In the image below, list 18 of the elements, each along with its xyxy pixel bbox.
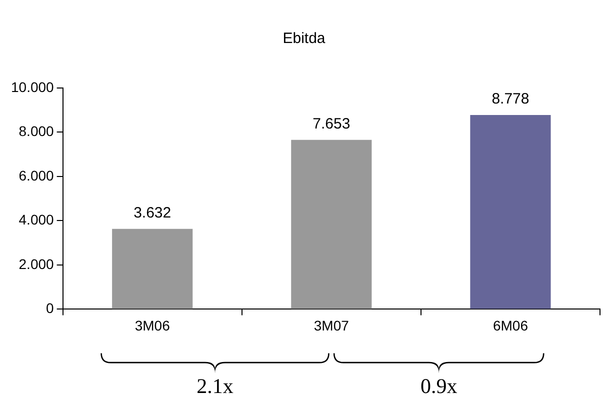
y-tick-label: 6.000 [18, 167, 54, 184]
text: 0.9x [420, 374, 458, 398]
bar [291, 140, 372, 309]
x-tick-label: 3M07 [314, 317, 350, 334]
data-label: 3.632 [134, 204, 172, 222]
data-label: 7.653 [312, 116, 350, 133]
x-tick-label: 3M06 [134, 317, 170, 334]
chart-title: Ebitda [282, 30, 326, 48]
y-tick-label: 4.000 [18, 212, 54, 228]
y-tick-label: 0 [46, 300, 54, 316]
y-tick-label: 10.000 [10, 78, 54, 95]
data-label: 8.778 [492, 90, 530, 108]
x-tick-label: 6M06 [492, 317, 528, 334]
text: 2.1x [196, 374, 234, 398]
bar [112, 228, 193, 309]
bar [470, 115, 551, 309]
y-tick-label: 2.000 [18, 256, 54, 272]
y-tick-label: 8.000 [18, 123, 54, 140]
